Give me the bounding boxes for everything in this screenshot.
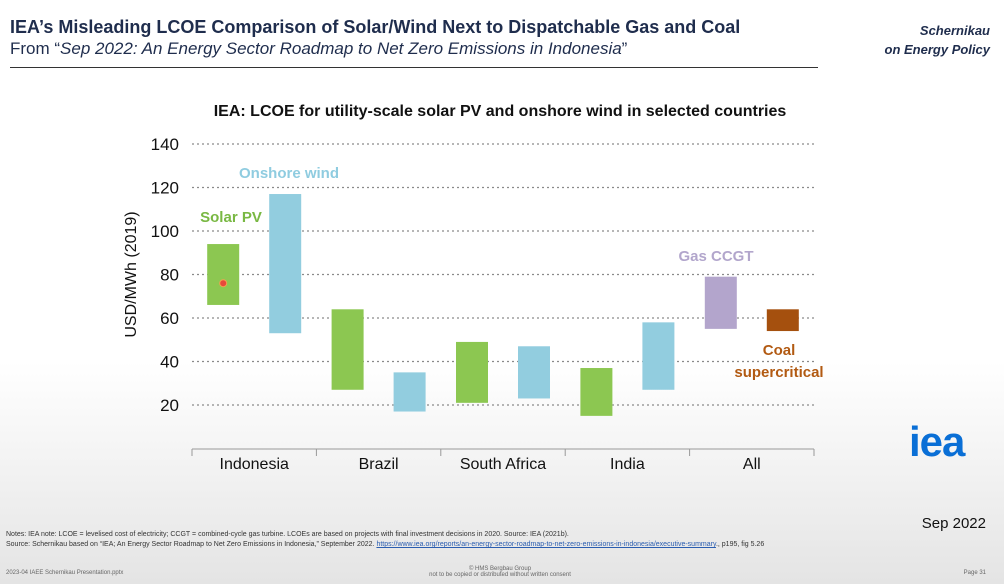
bar-onshore-wind-brazil: [393, 372, 426, 412]
bar-onshore-wind-indonesia: [269, 194, 302, 334]
bar-solar-pv-indonesia: [207, 244, 240, 305]
bar-solar-pv-brazil: [331, 309, 364, 390]
iea-logo: iea: [909, 424, 967, 460]
brand-line2: on Energy Policy: [884, 42, 990, 57]
x-tick-label-brazil: Brazil: [359, 456, 399, 473]
chart-title: IEA: LCOE for utility-scale solar PV and…: [213, 103, 787, 120]
subtitle-italic: Sep 2022: An Energy Sector Roadmap to Ne…: [60, 39, 622, 58]
subtitle-suffix: ”: [621, 39, 628, 58]
label-coal-line1: Coal: [763, 342, 796, 359]
bar-onshore-wind-south-africa: [518, 346, 550, 399]
brand-line1: Schernikau: [919, 23, 990, 38]
brand-label: Schernikau on Energy Policy: [860, 21, 990, 59]
iea-logo-text: iea: [909, 424, 966, 460]
marker-dot: [219, 279, 228, 288]
date-label: Sep 2022: [921, 515, 986, 532]
label-coal-line2: supercritical: [734, 364, 823, 381]
footer-copyright-line2: not to be copied or distributed without …: [429, 572, 571, 578]
footer-copyright-line1: © HMS Bergbau Group: [468, 566, 532, 572]
y-tick-label-80: 80: [160, 266, 179, 285]
y-tick-label-40: 40: [160, 353, 179, 372]
y-tick-label-60: 60: [160, 309, 179, 328]
x-tick-label-all: All: [743, 456, 761, 473]
source-link[interactable]: https://www.iea.org/reports/an-energy-se…: [376, 541, 716, 548]
x-tick-label-india: India: [610, 456, 645, 473]
bar-gas-ccgt-all: [704, 276, 737, 329]
y-tick-label-140: 140: [151, 135, 179, 154]
header-divider: [10, 67, 818, 68]
slide-subtitle: From “Sep 2022: An Energy Sector Roadmap…: [10, 39, 627, 59]
y-tick-label-20: 20: [160, 396, 179, 415]
y-tick-label-120: 120: [151, 179, 179, 198]
bar-solar-pv-south-africa: [456, 341, 488, 403]
x-tick-label-south-africa: South Africa: [460, 456, 546, 473]
footer-copyright: © HMS Bergbau Group not to be copied or …: [380, 566, 620, 578]
notes-source: Source: Schernikau based on “IEA; An Ene…: [6, 541, 377, 548]
label-gas-ccgt: Gas CCGT: [678, 248, 753, 265]
footer-filename: 2023-04 IAEE Schernikau Presentation.ppt…: [6, 570, 124, 576]
label-solar-pv: Solar PV: [200, 209, 262, 226]
y-tick-label-100: 100: [151, 222, 179, 241]
bar-coal-supercritical-all: [766, 309, 799, 332]
bar-onshore-wind-india: [642, 322, 675, 390]
subtitle-prefix: From “: [10, 39, 61, 58]
notes-line2: Source: Schernikau based on “IEA; An Ene…: [6, 540, 986, 550]
bar-solar-pv-india: [580, 368, 613, 416]
notes-source-suffix: ., p195, fig 5.26: [715, 541, 765, 548]
notes: Notes: IEA note: LCOE = levelised cost o…: [6, 530, 986, 550]
x-tick-label-indonesia: Indonesia: [220, 456, 289, 473]
footer-page-number: Page 31: [963, 570, 986, 576]
label-onshore-wind: Onshore wind: [239, 165, 339, 182]
notes-line1: Notes: IEA note: LCOE = levelised cost o…: [6, 531, 569, 538]
slide-title: IEA’s Misleading LCOE Comparison of Sola…: [10, 17, 741, 37]
y-axis-label: USD/MWh (2019): [123, 211, 140, 337]
